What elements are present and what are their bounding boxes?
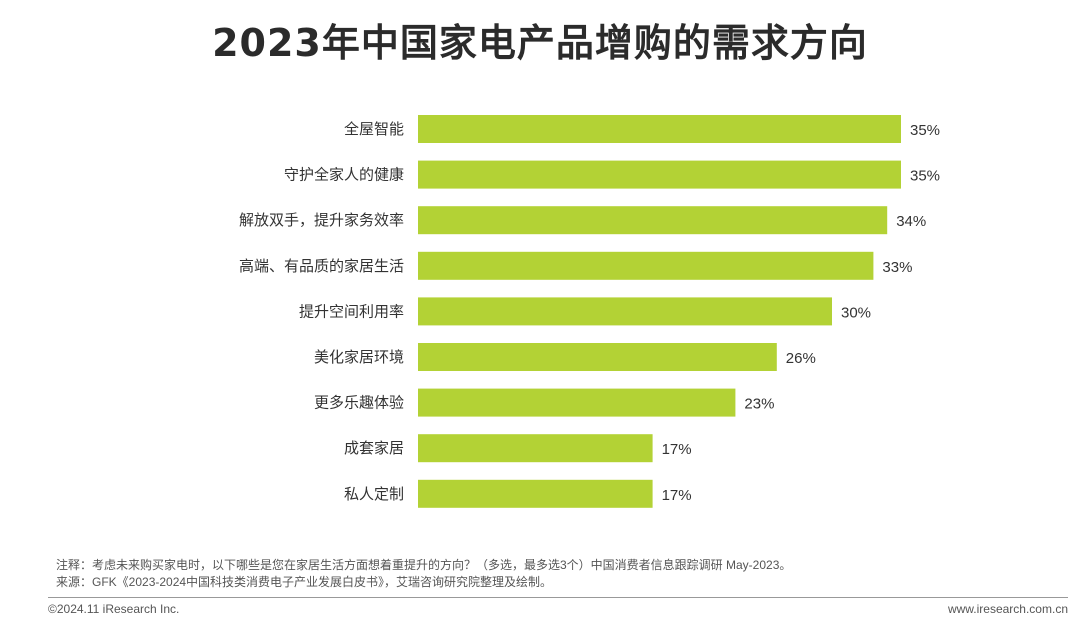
bar (418, 388, 736, 417)
chart-source: 来源：GFK《2023-2024中国科技类消费电子产业发展白皮书》，艾瑞咨询研究… (56, 575, 553, 589)
category-label: 提升空间利用率 (299, 302, 404, 320)
chart-note: 注释：考虑未来购买家电时，以下哪些是您在家居生活方面想着重提升的方向？（多选，最… (56, 558, 792, 572)
category-label: 守护全家人的健康 (284, 166, 404, 184)
bar (418, 206, 888, 235)
bar-chart: 全屋智能 35% 守护全家人的健康 35% 解放双手，提升家务效率 34% 高端、有品质的家… (239, 115, 940, 508)
bar (418, 160, 901, 189)
data-label: 17% (662, 487, 692, 504)
data-label: 26% (786, 350, 816, 367)
bar (418, 343, 777, 371)
bar (418, 479, 653, 508)
category-label: 更多乐趣体验 (314, 394, 404, 412)
data-label: 34% (896, 213, 926, 230)
category-label: 高端、有品质的家居生活 (239, 257, 404, 275)
chart-title: 2023年中国家电产品增购的需求方向 (212, 21, 868, 65)
category-label: 全屋智能 (344, 120, 404, 138)
data-label: 35% (910, 168, 940, 185)
data-label: 30% (841, 304, 871, 321)
bar (418, 434, 653, 463)
footer-divider (48, 597, 1068, 598)
category-label: 美化家居环境 (314, 348, 404, 366)
data-label: 35% (910, 122, 940, 139)
data-label: 23% (744, 396, 774, 413)
category-label: 解放双手，提升家务效率 (239, 211, 404, 229)
bar (418, 115, 901, 143)
category-label: 私人定制 (344, 485, 404, 503)
website: www.iresearch.com.cn (947, 602, 1068, 616)
category-label: 成套家居 (344, 439, 404, 457)
bar (418, 297, 832, 326)
data-label: 17% (662, 441, 692, 458)
copyright: ©2024.11 iResearch Inc. (48, 602, 180, 616)
bar (418, 251, 874, 280)
data-label: 33% (882, 259, 912, 276)
